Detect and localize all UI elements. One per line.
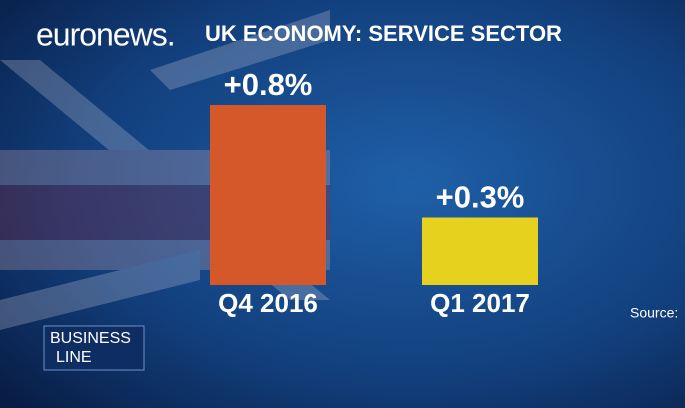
bar: [210, 105, 326, 285]
programme-line-2: LINE: [56, 349, 92, 366]
category-label: Q1 2017: [430, 288, 530, 318]
chart-title: UK ECONOMY: SERVICE SECTOR: [205, 21, 562, 46]
brand-logo: euronews.: [36, 16, 175, 52]
value-label: +0.3%: [436, 180, 525, 215]
bar: [422, 217, 538, 285]
programme-line-1: BUSINESS: [50, 330, 131, 347]
source-label: Source:: [630, 305, 678, 321]
programme-badge: [43, 325, 145, 371]
value-label: +0.8%: [224, 67, 313, 102]
category-label: Q4 2016: [218, 288, 318, 318]
